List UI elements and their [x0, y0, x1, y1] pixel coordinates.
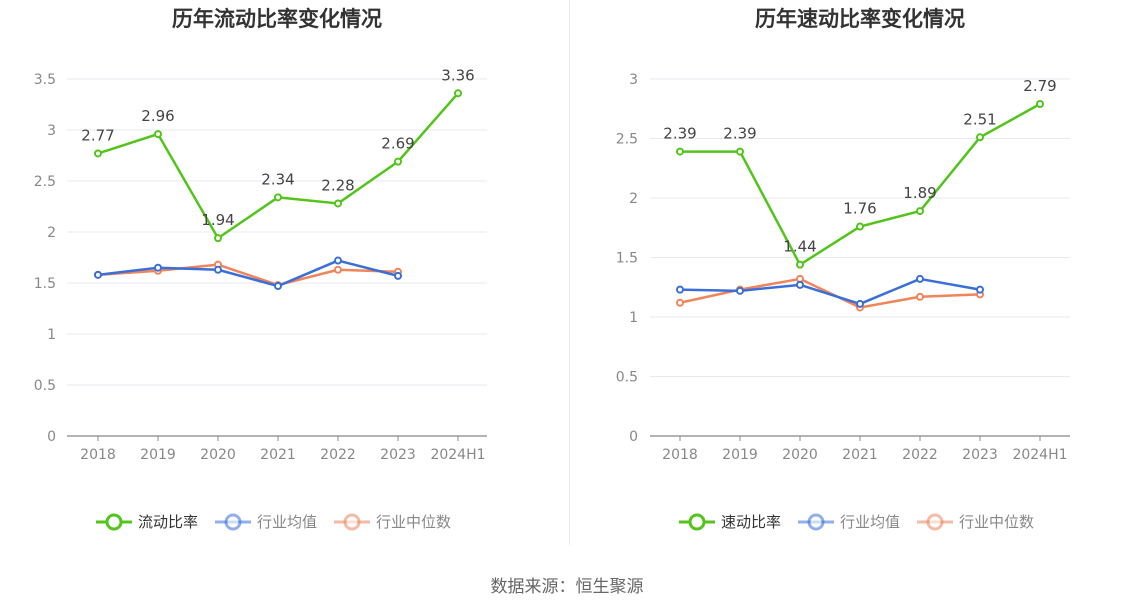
- chart1-legend-label: 流动比率: [138, 513, 198, 531]
- chart1-x-tick-label: 2022: [320, 447, 356, 463]
- chart1-x-tick-label: 2020: [200, 447, 236, 463]
- chart2-data-point: [976, 133, 984, 142]
- chart2-data-point: [916, 207, 924, 216]
- chart2-data-label: 2.51: [963, 110, 996, 128]
- chart2-data-point: [736, 147, 744, 156]
- chart2-y-tick-label: 0.5: [616, 370, 638, 386]
- chart1-data-point: [274, 193, 282, 202]
- chart1-legend-label: 行业均值: [257, 513, 317, 531]
- chart2-data-label: 1.89: [903, 184, 936, 202]
- chart1-y-tick-label: 2: [47, 225, 56, 241]
- chart2-y-tick-label: 1: [629, 310, 638, 326]
- chart1-data-point: [394, 157, 402, 166]
- chart1-data-point: [394, 271, 402, 280]
- chart2-data-point: [916, 274, 924, 283]
- chart2-data-point: [796, 280, 804, 289]
- chart1-data-point: [334, 256, 342, 265]
- chart2-data-label: 1.44: [783, 238, 816, 256]
- chart1-y-tick-label: 1.5: [34, 276, 56, 292]
- chart1-y-tick-label: 0.5: [34, 378, 56, 394]
- chart2-legend-swatch-marker: [688, 513, 706, 531]
- chart2-legend-swatch-marker: [807, 513, 825, 531]
- chart1-data-point: [334, 265, 342, 274]
- chart1-data-point: [94, 149, 102, 158]
- chart1-data-point: [154, 263, 162, 272]
- chart2-legend-label: 行业中位数: [959, 513, 1034, 531]
- chart1-y-tick-label: 0: [47, 429, 56, 445]
- chart2-x-tick-label: 2024H1: [1012, 447, 1067, 463]
- chart1-legend-swatch-marker: [105, 513, 123, 531]
- chart2-x-tick-label: 2022: [902, 447, 938, 463]
- chart1-data-label: 2.28: [321, 176, 354, 194]
- chart1-data-point: [154, 130, 162, 139]
- chart1-x-tick-label: 2024H1: [430, 447, 485, 463]
- chart2-data-point: [976, 285, 984, 294]
- chart1-x-tick-label: 2019: [140, 447, 176, 463]
- chart1-data-point: [454, 89, 462, 98]
- chart2-data-point: [676, 285, 684, 294]
- chart1-x-tick-label: 2021: [260, 447, 296, 463]
- chart2-data-point: [916, 292, 924, 301]
- data-source-note: 数据来源：恒生聚源: [490, 577, 644, 597]
- chart1-data-point: [214, 234, 222, 243]
- chart1-series-line-2: [97, 259, 399, 288]
- chart2-data-label: 1.76: [843, 200, 876, 218]
- chart1-data-label: 2.77: [81, 126, 114, 144]
- chart2-data-point: [1036, 99, 1044, 108]
- chart1-legend-label: 行业中位数: [376, 513, 451, 531]
- chart2-data-point: [736, 286, 744, 295]
- chart2-x-tick-label: 2019: [722, 447, 758, 463]
- chart1-title: 历年流动比率变化情况: [172, 7, 382, 31]
- chart1-x-tick-label: 2018: [80, 447, 116, 463]
- chart1-data-label: 2.34: [261, 170, 294, 188]
- chart1-data-point: [94, 270, 102, 279]
- chart2-y-tick-label: 2.5: [616, 132, 638, 148]
- chart1-legend-swatch-marker: [343, 513, 361, 531]
- chart1-y-tick-label: 1: [47, 327, 56, 343]
- chart2-data-point: [796, 260, 804, 269]
- chart1-data-point: [274, 282, 282, 291]
- chart2-series-line-2: [679, 277, 981, 306]
- chart2-x-tick-label: 2020: [782, 447, 818, 463]
- chart1-y-tick-label: 2.5: [34, 174, 56, 190]
- chart2-data-point: [676, 147, 684, 156]
- chart2-legend-label: 速动比率: [721, 513, 781, 531]
- chart1-data-label: 2.96: [141, 107, 174, 125]
- chart2-data-label: 2.39: [663, 125, 696, 143]
- chart2-y-tick-label: 1.5: [616, 251, 638, 267]
- chart1-legend-swatch-marker: [224, 513, 242, 531]
- chart1-data-label: 1.94: [201, 211, 234, 229]
- chart2-title: 历年速动比率变化情况: [755, 7, 965, 31]
- chart1-x-tick-label: 2023: [380, 447, 416, 463]
- chart2-data-label: 2.39: [723, 125, 756, 143]
- chart1-data-label: 2.69: [381, 135, 414, 153]
- chart2-data-point: [676, 298, 684, 307]
- chart1-series-line-3: [97, 263, 399, 287]
- chart2-x-tick-label: 2018: [662, 447, 698, 463]
- chart2-x-tick-label: 2021: [842, 447, 878, 463]
- chart1-data-label: 3.36: [441, 66, 474, 84]
- chart2-data-point: [856, 299, 864, 308]
- chart2-legend-label: 行业均值: [840, 513, 900, 531]
- chart2-y-tick-label: 0: [629, 429, 638, 445]
- chart2-data-label: 2.79: [1023, 77, 1056, 95]
- chart1-y-tick-label: 3: [47, 123, 56, 139]
- chart1-data-point: [214, 265, 222, 274]
- chart1-data-point: [334, 199, 342, 208]
- chart2-legend-swatch-marker: [926, 513, 944, 531]
- chart1-y-tick-label: 3.5: [34, 72, 56, 88]
- chart2-data-point: [856, 222, 864, 231]
- chart2-x-tick-label: 2023: [962, 447, 998, 463]
- chart-divider: [569, 0, 570, 545]
- chart2-y-tick-label: 3: [629, 72, 638, 88]
- chart2-y-tick-label: 2: [629, 191, 638, 207]
